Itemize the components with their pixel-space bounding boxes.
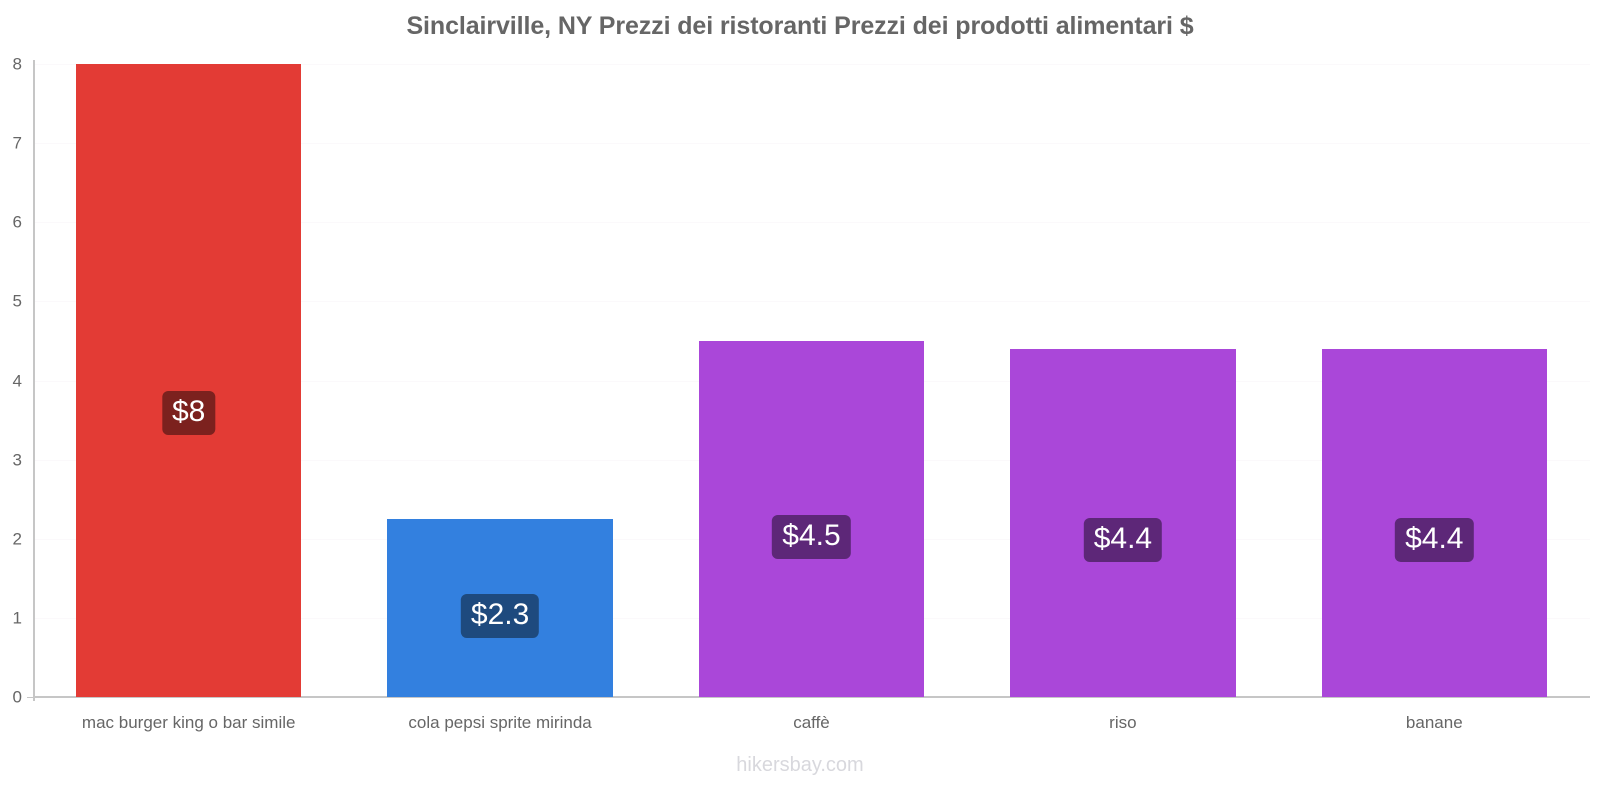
bar-value-label: $4.4 — [1395, 518, 1474, 563]
y-tick-label: 0 — [12, 687, 22, 707]
y-tick-label: 1 — [12, 608, 22, 628]
footer-watermark: hikersbay.com — [736, 754, 864, 776]
bar-value-label: $4.4 — [1083, 518, 1163, 563]
bar-value-label: $2.3 — [460, 593, 540, 638]
y-axis-line — [33, 60, 35, 701]
x-tick-label: riso — [1109, 713, 1137, 732]
y-tick-label: 3 — [12, 450, 22, 470]
grid-line — [33, 64, 1590, 65]
y-tick-label: 7 — [12, 133, 22, 153]
y-tick-label: 5 — [12, 291, 22, 311]
x-tick-label: cola pepsi sprite mirinda — [408, 713, 592, 732]
bar[interactable]: $4.5 — [698, 340, 925, 697]
x-tick-label: mac burger king o bar simile — [81, 713, 296, 732]
y-tick-label: 8 — [12, 54, 22, 74]
y-tick-mark — [27, 697, 34, 698]
x-tick-label: caffè — [793, 713, 830, 732]
y-tick-label: 4 — [12, 371, 22, 390]
bar[interactable]: $4.4 — [1010, 348, 1236, 697]
x-axis-line — [33, 696, 1590, 698]
bar[interactable]: $8 — [75, 64, 302, 697]
bar-value-label: $8 — [162, 391, 216, 436]
y-tick-label: 2 — [12, 529, 22, 549]
bar[interactable]: $4.4 — [1321, 348, 1548, 697]
y-tick-label: 6 — [12, 212, 22, 232]
grid-line — [33, 301, 1590, 303]
x-tick-label: banane — [1405, 713, 1463, 732]
bar-value-label: $4.5 — [772, 514, 851, 559]
grid-line — [33, 143, 1590, 145]
grid-line — [33, 222, 1590, 224]
bar[interactable]: $2.3 — [387, 518, 613, 697]
chart-title: Sinclairville, NY Prezzi dei ristoranti … — [406, 12, 1194, 40]
